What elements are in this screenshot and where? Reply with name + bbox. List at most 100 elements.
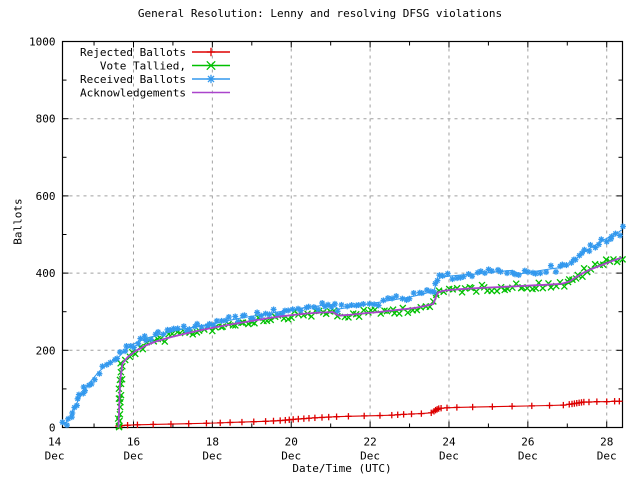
data-marker bbox=[168, 330, 176, 338]
legend-label[interactable]: Rejected Ballots bbox=[80, 46, 186, 59]
legend-label[interactable]: Vote Tallied, bbox=[100, 60, 186, 73]
data-marker bbox=[123, 343, 130, 349]
data-marker bbox=[131, 344, 137, 351]
data-marker bbox=[596, 241, 602, 248]
data-marker bbox=[69, 410, 75, 416]
legend-label[interactable]: Acknowledgements bbox=[80, 87, 186, 100]
data-marker bbox=[572, 257, 579, 263]
data-marker bbox=[539, 284, 547, 292]
data-marker bbox=[214, 318, 220, 324]
data-marker bbox=[548, 263, 554, 269]
x-tick-label-month: Dec bbox=[439, 450, 459, 463]
data-marker bbox=[104, 362, 110, 368]
data-marker bbox=[186, 326, 192, 332]
data-marker bbox=[619, 255, 627, 263]
data-marker bbox=[393, 293, 399, 299]
x-tick-label-day: 16 bbox=[127, 436, 140, 449]
data-marker bbox=[175, 325, 181, 332]
data-marker bbox=[139, 345, 147, 353]
data-marker bbox=[334, 308, 341, 314]
x-tick-label-month: Dec bbox=[202, 450, 222, 463]
data-marker bbox=[131, 350, 139, 358]
data-marker bbox=[516, 272, 522, 278]
data-marker bbox=[411, 290, 417, 296]
data-marker bbox=[424, 287, 430, 293]
data-marker bbox=[116, 410, 124, 418]
x-tick-label-day: 24 bbox=[442, 436, 456, 449]
data-marker bbox=[497, 269, 504, 275]
series-line bbox=[117, 256, 622, 428]
x-tick-label-month: Dec bbox=[45, 450, 65, 463]
y-tick-label: 1000 bbox=[29, 36, 56, 49]
data-marker bbox=[155, 329, 161, 335]
data-marker bbox=[485, 266, 492, 273]
x-tick-label-month: Dec bbox=[360, 450, 380, 463]
data-marker bbox=[375, 302, 382, 309]
x-tick-label-day: 14 bbox=[48, 436, 62, 449]
data-marker bbox=[586, 248, 592, 254]
data-marker bbox=[530, 270, 536, 276]
data-marker bbox=[469, 273, 475, 279]
data-marker bbox=[74, 402, 80, 409]
data-marker bbox=[116, 403, 124, 411]
chart-title: General Resolution: Lenny and resolving … bbox=[137, 7, 503, 20]
data-marker bbox=[262, 311, 269, 317]
data-marker bbox=[137, 335, 143, 342]
data-marker bbox=[307, 312, 315, 320]
series-line bbox=[117, 256, 622, 428]
data-marker bbox=[609, 233, 615, 240]
data-marker bbox=[431, 289, 437, 295]
plot-frame bbox=[61, 40, 624, 429]
data-marker bbox=[160, 331, 166, 337]
data-marker bbox=[315, 306, 321, 313]
data-marker bbox=[295, 306, 301, 312]
data-marker bbox=[88, 381, 95, 387]
data-marker bbox=[525, 269, 531, 275]
x-tick-label-month: Dec bbox=[518, 450, 538, 463]
data-marker bbox=[440, 273, 446, 279]
data-marker bbox=[117, 359, 125, 367]
data-marker bbox=[580, 264, 588, 272]
data-marker bbox=[537, 270, 543, 276]
data-marker bbox=[406, 296, 413, 302]
legend-label[interactable]: Received Ballots bbox=[80, 73, 186, 86]
data-marker bbox=[161, 338, 169, 346]
data-marker bbox=[270, 306, 277, 313]
data-marker bbox=[504, 270, 510, 276]
data-marker bbox=[602, 256, 610, 264]
data-marker bbox=[306, 304, 312, 310]
data-marker bbox=[232, 313, 238, 320]
data-marker bbox=[81, 384, 87, 390]
data-marker bbox=[404, 309, 412, 317]
series-acknowledgements bbox=[117, 256, 622, 428]
data-marker bbox=[251, 319, 258, 327]
y-tick-label: 400 bbox=[36, 267, 56, 280]
data-marker bbox=[285, 307, 291, 314]
data-marker bbox=[613, 258, 621, 266]
data-marker bbox=[465, 271, 472, 277]
data-marker bbox=[122, 348, 128, 354]
data-marker bbox=[148, 336, 154, 343]
series-rejected-ballots bbox=[115, 398, 623, 430]
data-marker bbox=[143, 337, 149, 343]
data-marker bbox=[82, 388, 88, 394]
data-marker bbox=[107, 360, 113, 366]
data-marker bbox=[512, 271, 518, 277]
data-marker bbox=[92, 377, 98, 383]
data-marker bbox=[579, 250, 585, 256]
data-marker bbox=[142, 333, 148, 339]
data-marker bbox=[194, 321, 200, 327]
data-marker bbox=[547, 283, 555, 291]
data-marker bbox=[434, 277, 440, 284]
data-marker bbox=[563, 262, 569, 268]
data-marker bbox=[210, 322, 217, 328]
x-tick-label-month: Dec bbox=[124, 450, 144, 463]
data-marker bbox=[69, 414, 75, 420]
data-marker bbox=[206, 321, 213, 327]
data-marker bbox=[445, 271, 451, 277]
data-marker bbox=[241, 312, 248, 318]
x-tick-label-month: Dec bbox=[281, 450, 301, 463]
